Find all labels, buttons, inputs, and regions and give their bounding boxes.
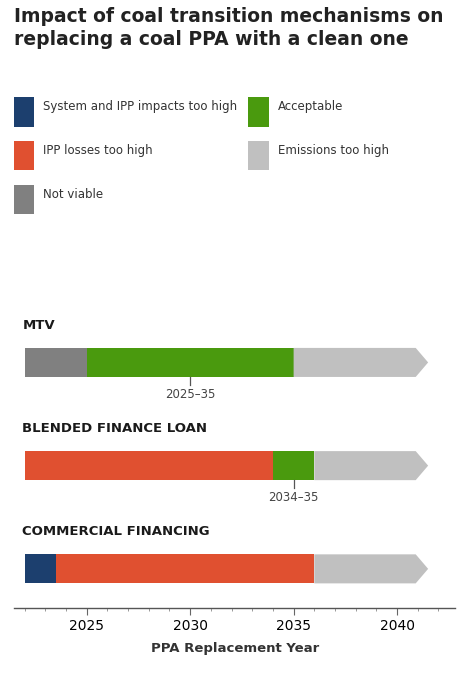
Text: MTV: MTV — [22, 319, 55, 332]
Bar — [248, 141, 269, 170]
Bar — [25, 451, 273, 480]
Bar — [25, 554, 55, 583]
Polygon shape — [293, 348, 428, 377]
Polygon shape — [314, 451, 428, 480]
Text: Acceptable: Acceptable — [278, 100, 343, 113]
X-axis label: PPA Replacement Year: PPA Replacement Year — [151, 642, 319, 655]
Text: BLENDED FINANCE LOAN: BLENDED FINANCE LOAN — [22, 422, 208, 435]
Bar — [55, 554, 314, 583]
Text: Impact of coal transition mechanisms on
replacing a coal PPA with a clean one: Impact of coal transition mechanisms on … — [14, 7, 444, 49]
Text: 2025–35: 2025–35 — [165, 388, 215, 401]
Bar — [14, 97, 35, 127]
Text: Not viable: Not viable — [44, 188, 104, 200]
Bar — [14, 141, 35, 170]
Polygon shape — [314, 554, 428, 583]
Text: Emissions too high: Emissions too high — [278, 144, 389, 157]
Text: 2034–35: 2034–35 — [268, 491, 319, 504]
Bar — [87, 348, 293, 377]
Text: IPP losses too high: IPP losses too high — [44, 144, 153, 157]
Text: System and IPP impacts too high: System and IPP impacts too high — [44, 100, 237, 113]
Bar — [25, 348, 87, 377]
Bar — [14, 184, 35, 214]
Bar — [248, 97, 269, 127]
Bar — [273, 451, 314, 480]
Text: COMMERCIAL FINANCING: COMMERCIAL FINANCING — [22, 525, 210, 538]
